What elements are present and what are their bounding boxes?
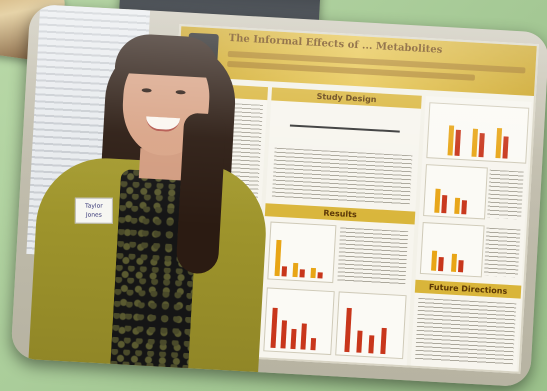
chart-bar bbox=[356, 330, 363, 353]
chart-bar bbox=[441, 195, 448, 214]
results-chart-5 bbox=[423, 164, 488, 220]
results-header: Results bbox=[264, 203, 416, 225]
chart-bar bbox=[458, 260, 464, 273]
chart-bar bbox=[380, 327, 387, 355]
main-photo: The Informal Effects of ... Metabolites … bbox=[10, 3, 547, 388]
chart-bar bbox=[281, 266, 288, 277]
future-directions-header: Future Directions bbox=[414, 279, 522, 299]
study-timeline bbox=[289, 124, 400, 133]
poster-middle-column: Study Design Results bbox=[256, 87, 422, 366]
results-chart-4 bbox=[426, 102, 530, 164]
chart-bar bbox=[317, 272, 323, 279]
figure-caption-text bbox=[483, 227, 521, 278]
person-hair-side bbox=[175, 112, 227, 275]
right-eye bbox=[175, 90, 186, 95]
future-directions-text bbox=[415, 297, 517, 366]
chart-bar bbox=[280, 320, 288, 349]
left-eye bbox=[141, 88, 152, 93]
chart-bar bbox=[454, 197, 461, 215]
chart-bar bbox=[290, 328, 297, 350]
chart-bar bbox=[274, 239, 282, 277]
name-tag-first: Taylor bbox=[85, 202, 103, 210]
chart-bar bbox=[270, 307, 278, 348]
chart-bar bbox=[447, 125, 455, 156]
chart-bar bbox=[495, 128, 503, 159]
chart-bar bbox=[471, 128, 479, 157]
results-chart-6 bbox=[419, 222, 485, 278]
poster-right-column: Future Directions bbox=[410, 95, 532, 372]
chart-bar bbox=[431, 250, 438, 271]
chart-bar bbox=[454, 129, 461, 156]
results-chart-3 bbox=[335, 291, 407, 360]
chart-bar bbox=[368, 335, 375, 354]
chart-bar bbox=[478, 133, 485, 158]
results-chart-1 bbox=[267, 221, 337, 284]
results-chart-2 bbox=[263, 287, 335, 356]
chart-bar bbox=[310, 337, 317, 351]
name-tag-last: Jones bbox=[85, 211, 102, 219]
chart-bar bbox=[292, 262, 299, 278]
chart-bar bbox=[310, 267, 317, 279]
chart-bar bbox=[461, 200, 468, 215]
study-design-header: Study Design bbox=[271, 87, 422, 109]
chart-bar bbox=[451, 253, 458, 272]
study-design-text bbox=[271, 147, 413, 206]
chart-bar bbox=[502, 136, 509, 159]
chart-bar bbox=[438, 256, 444, 272]
results-text bbox=[337, 227, 409, 286]
chart-bar bbox=[344, 307, 352, 353]
chart-bar bbox=[299, 269, 305, 278]
name-tag: Taylor Jones bbox=[74, 197, 113, 224]
figure-caption-text bbox=[487, 169, 524, 220]
chart-bar bbox=[434, 188, 441, 213]
chart-bar bbox=[300, 323, 307, 350]
